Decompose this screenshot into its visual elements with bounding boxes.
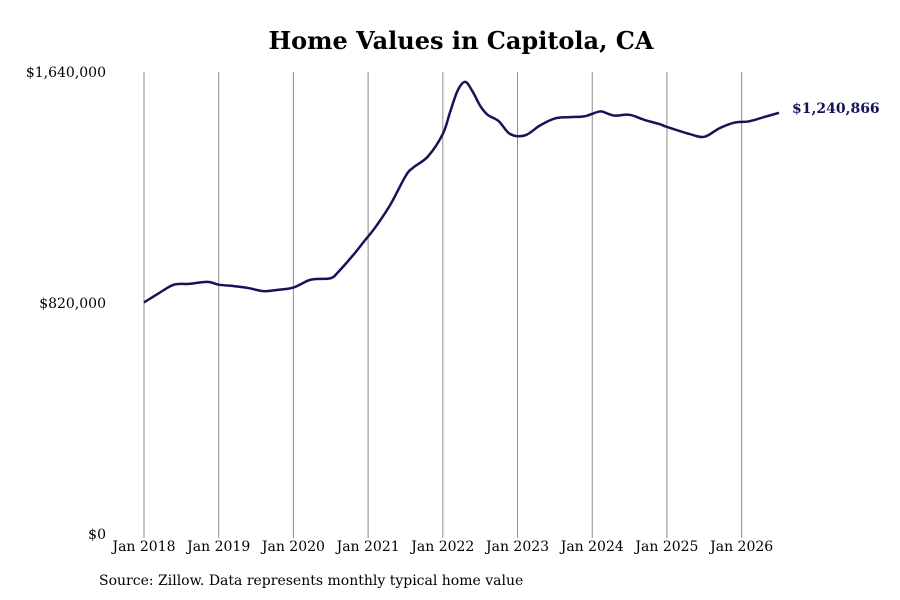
y-tick-label: $820,000 (39, 296, 106, 312)
x-tick-label: Jan 2018 (110, 539, 175, 555)
x-axis-ticks: Jan 2018 Jan 2019 Jan 2020 Jan 2021 Jan 2022… (110, 539, 773, 555)
series-line (143, 80, 780, 304)
x-tick-label: Jan 2026 (708, 539, 773, 555)
x-tick-label: Jan 2019 (185, 539, 250, 555)
x-tick-label: Jan 2021 (335, 539, 400, 555)
y-axis-ticks: $0 $820,000 $1,640,000 (26, 65, 106, 543)
y-tick-label: $0 (88, 527, 106, 543)
source-note: Source: Zillow. Data represents monthly … (99, 573, 524, 589)
x-tick-label: Jan 2024 (559, 539, 624, 555)
x-tick-label: Jan 2023 (484, 539, 549, 555)
x-tick-label: Jan 2020 (260, 539, 325, 555)
x-tick-label: Jan 2025 (633, 539, 698, 555)
vertical-gridlines (143, 72, 743, 538)
series-layer (143, 80, 780, 304)
y-tick-label: $1,640,000 (26, 65, 106, 81)
x-tick-label: Jan 2022 (409, 539, 474, 555)
end-value-label: $1,240,866 (792, 101, 880, 117)
chart-title: Home Values in Capitola, CA (268, 26, 654, 55)
